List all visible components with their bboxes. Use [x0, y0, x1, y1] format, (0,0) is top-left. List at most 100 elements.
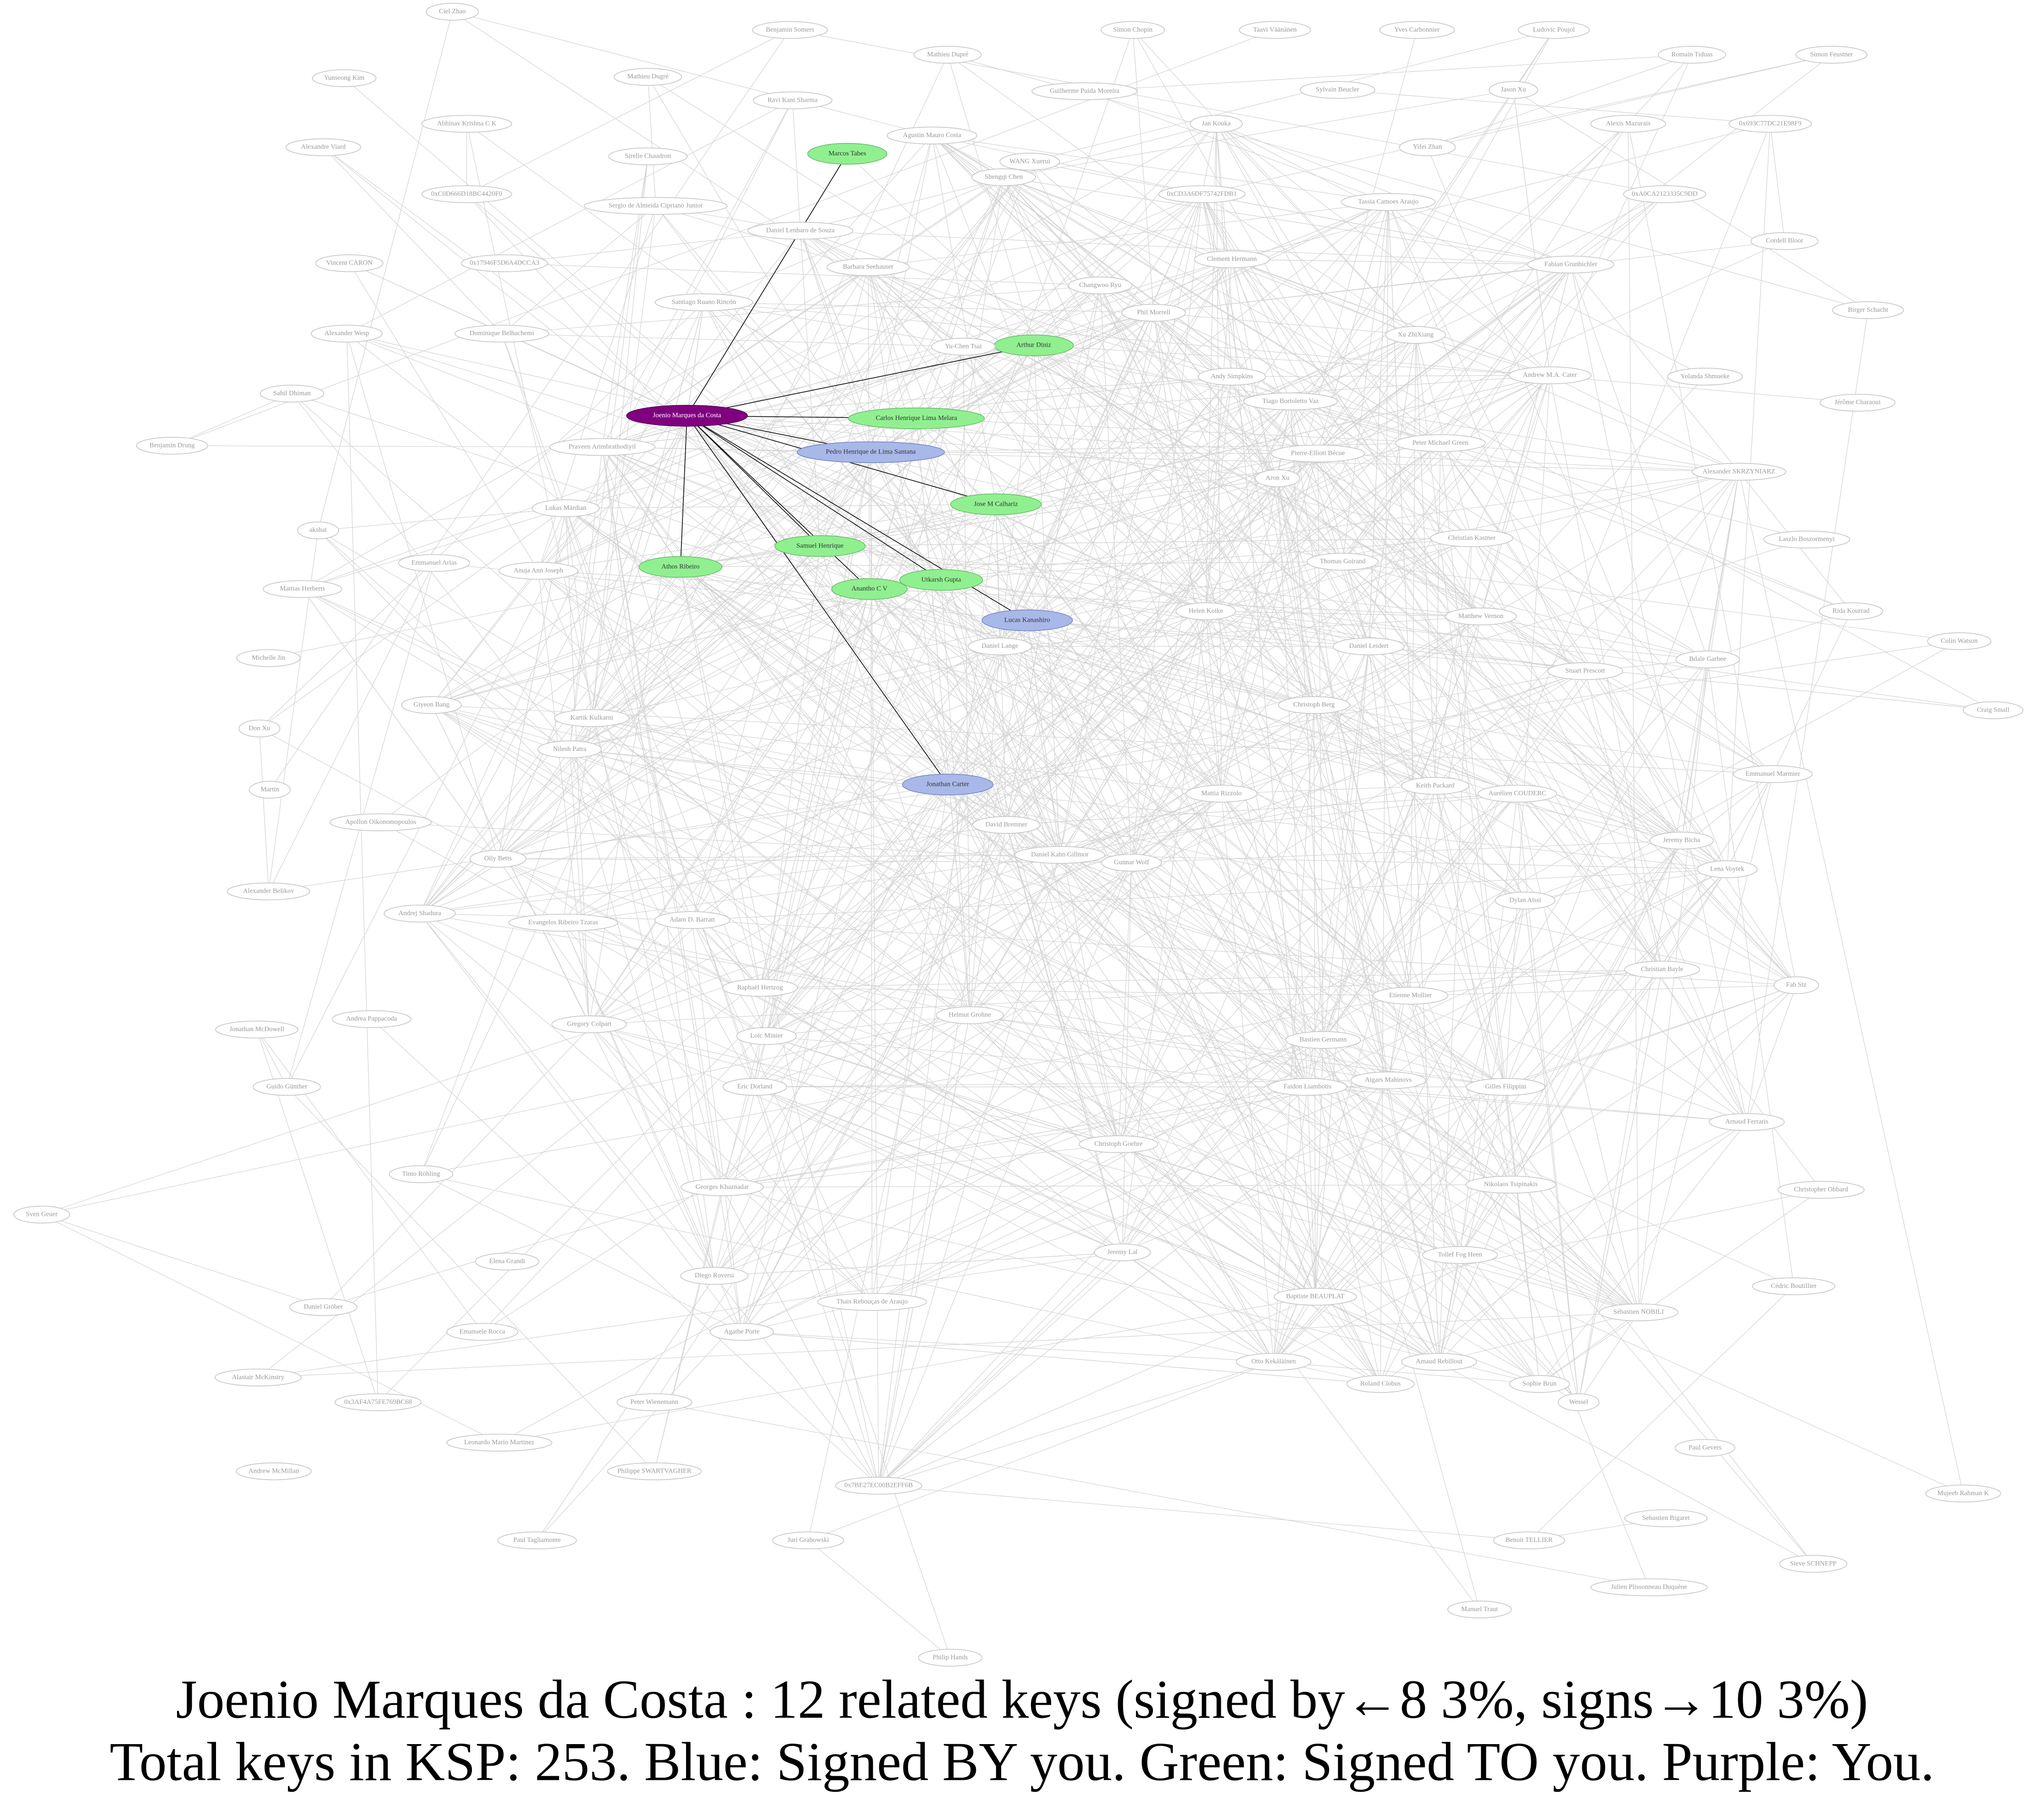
node-ellipse — [1509, 1375, 1570, 1393]
node-ellipse — [1963, 701, 2024, 719]
edge — [498, 854, 1060, 859]
node-label: Kartik Kulkarni — [571, 714, 614, 722]
edge — [592, 718, 1797, 986]
edge — [759, 589, 870, 988]
edge — [589, 345, 1034, 1025]
edge — [703, 302, 1060, 855]
edge — [869, 589, 1411, 996]
node-ellipse — [722, 979, 798, 997]
edge — [1415, 335, 1540, 1384]
edge — [346, 333, 871, 453]
edge — [1131, 862, 1381, 1384]
edge — [1439, 1184, 1511, 1362]
edge — [1202, 193, 1416, 336]
edge — [1368, 646, 1411, 996]
edge — [878, 825, 1007, 1486]
node-ellipse — [549, 438, 655, 456]
node-label: Shengqi Chen — [985, 173, 1023, 181]
edge — [1315, 1189, 1822, 1297]
edge — [498, 858, 692, 921]
edge — [714, 1252, 1123, 1277]
key-node: Yves Carbonnier — [1379, 21, 1455, 39]
node-ellipse — [1477, 784, 1557, 803]
edge — [498, 546, 820, 859]
edge — [1380, 840, 1682, 1384]
key-node: Vincent CARON — [315, 254, 384, 272]
edge — [722, 1086, 1308, 1188]
edge — [1584, 671, 1662, 970]
edge — [916, 374, 1550, 419]
key-node: Michelle Jin — [236, 649, 301, 667]
edge — [1003, 177, 1278, 479]
edge — [1410, 969, 1662, 997]
edge — [172, 445, 603, 448]
edge — [498, 415, 687, 859]
key-node: Athos Ribeiro — [638, 556, 723, 578]
edge — [1059, 855, 1440, 1362]
edge — [1027, 376, 1232, 621]
edge — [870, 452, 1060, 855]
edge — [1313, 705, 1440, 1362]
key-node: Gregory Colpart — [551, 1015, 627, 1033]
node-label: Dylan Aïssi — [1509, 896, 1541, 904]
node-label: Sophie Brun — [1523, 1380, 1557, 1387]
edge — [466, 123, 715, 1276]
node-ellipse — [497, 1531, 577, 1550]
node-ellipse — [1121, 304, 1186, 322]
edge — [1202, 123, 1217, 194]
edge — [419, 418, 917, 914]
key-node: Carlos Henrique Lima Melara — [848, 407, 985, 430]
node-ellipse — [1832, 301, 1904, 319]
node-label: 0xC0D666D18BC4420F0 — [431, 190, 502, 198]
node-label: Carlos Henrique Lima Melara — [875, 414, 957, 422]
edge — [999, 646, 1381, 1384]
edge — [589, 1024, 1639, 1313]
node-label: Guido Günther — [266, 1083, 307, 1090]
key-node: Bastien Germann — [1285, 1031, 1361, 1049]
edge — [1388, 202, 1551, 376]
edge — [940, 580, 970, 1016]
edge — [878, 855, 1060, 1486]
edge — [1427, 147, 1728, 870]
edge — [41, 1014, 970, 1215]
node-label: Daniel Kahn Gillmor — [1031, 851, 1089, 858]
node-ellipse — [1697, 860, 1758, 878]
edge — [969, 611, 1206, 1016]
key-node: Daniel Lenharo de Souza — [747, 221, 853, 240]
edge — [41, 1214, 324, 1308]
node-ellipse — [1379, 21, 1455, 39]
edge — [1027, 620, 1061, 855]
key-node: Adam D. Barratt — [654, 911, 730, 929]
edge — [753, 546, 820, 1087]
edge — [602, 447, 1132, 863]
edge — [421, 718, 593, 1175]
node-ellipse — [1675, 650, 1740, 668]
node-label: Athos Ribeiro — [661, 563, 699, 570]
edge — [1027, 620, 1435, 786]
edge — [591, 206, 656, 718]
node-label: Martin — [260, 786, 279, 793]
node-label: Sébastien NOBILI — [1613, 1309, 1664, 1316]
edge — [1415, 123, 1629, 335]
edge — [1221, 671, 1585, 794]
node-ellipse — [1527, 255, 1615, 274]
node-label: Andrea Pappacoda — [346, 1015, 398, 1022]
edge — [1100, 285, 1511, 1185]
node-label: Alexander Belikov — [243, 888, 295, 895]
node-ellipse — [654, 293, 753, 311]
edge — [766, 620, 1028, 1037]
node-ellipse — [1795, 46, 1868, 64]
node-ellipse — [260, 385, 324, 403]
key-node: David Bremner — [972, 816, 1041, 834]
node-label: Mujeeb Rahman K — [1938, 1490, 1989, 1497]
edge — [302, 589, 570, 750]
edge — [602, 100, 793, 447]
edge — [381, 821, 1132, 863]
edge — [1290, 401, 1369, 647]
edge — [680, 566, 1460, 1255]
edge — [878, 1080, 1389, 1486]
node-label: Loïc Minier — [750, 1032, 783, 1039]
edge — [431, 705, 1506, 1088]
edge — [999, 646, 1435, 786]
node-ellipse — [654, 911, 730, 929]
